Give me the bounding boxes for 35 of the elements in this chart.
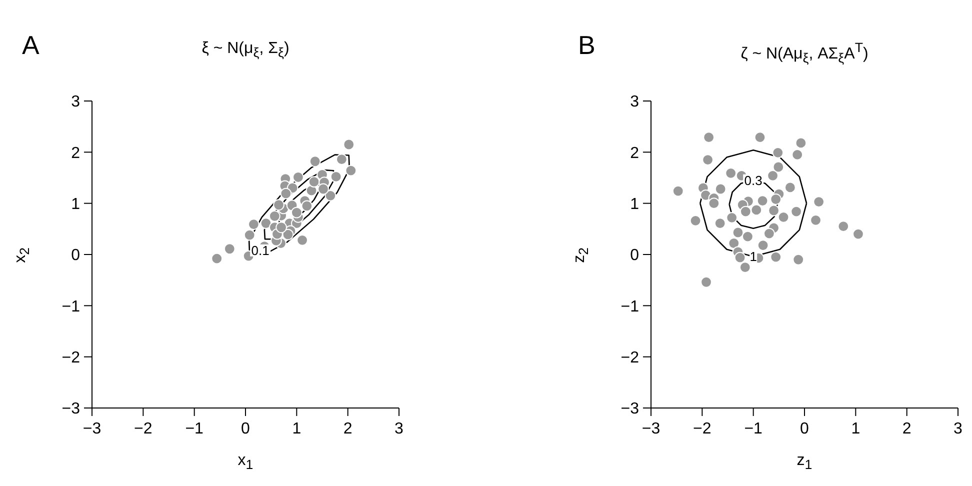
x-axis-title: x$_{1}$	[236, 452, 254, 472]
x-tick-label: 2	[343, 420, 352, 438]
x-tick-label: −1	[185, 420, 204, 438]
x-tick-label: 0	[800, 420, 810, 438]
text: B	[578, 30, 596, 61]
text: A	[22, 30, 40, 61]
y-tick-label: −3	[620, 400, 640, 418]
x-tick-label: −3	[82, 420, 102, 438]
y-tick-label: 2	[630, 144, 640, 162]
chart-title: ζ ~ N(Aμ$_{ξ}$, AΣ$_{ξ}$A$^{T}$)	[740, 40, 868, 66]
x-tick-label: 1	[292, 420, 302, 438]
y-tick-label: 1	[630, 196, 640, 214]
x-tick-label: −1	[744, 420, 763, 438]
y-tick-label: −2	[620, 350, 640, 367]
x-tick-label: 2	[902, 420, 912, 438]
x-axis-title: z$_{1}$	[796, 452, 814, 472]
y-tick-label: 0	[71, 247, 80, 264]
y-tick-label: −1	[62, 298, 80, 316]
x-tick-label: 1	[851, 420, 860, 438]
y-tick-label: 3	[630, 94, 640, 111]
x-tick-label: 3	[394, 420, 404, 438]
y-tick-label: 3	[71, 94, 80, 111]
x-tick-label: −2	[693, 420, 712, 438]
x-tick-label: −3	[642, 420, 660, 438]
annotation: 0.1	[251, 242, 270, 258]
y-tick-label: 1	[71, 196, 80, 214]
y-tick-label: −2	[62, 350, 80, 367]
y-tick-label: −1	[620, 298, 640, 316]
y-tick-label: 2	[71, 144, 80, 162]
x-tick-label: 3	[954, 420, 963, 438]
chart-title: ξ ~ N(μ$_{ξ}$, Σ$_{ξ}$)	[202, 40, 290, 60]
y-tick-label: 0	[630, 247, 640, 264]
x-tick-label: −2	[134, 420, 152, 438]
x-tick-label: 0	[241, 420, 250, 438]
y-tick-label: −3	[62, 400, 80, 418]
